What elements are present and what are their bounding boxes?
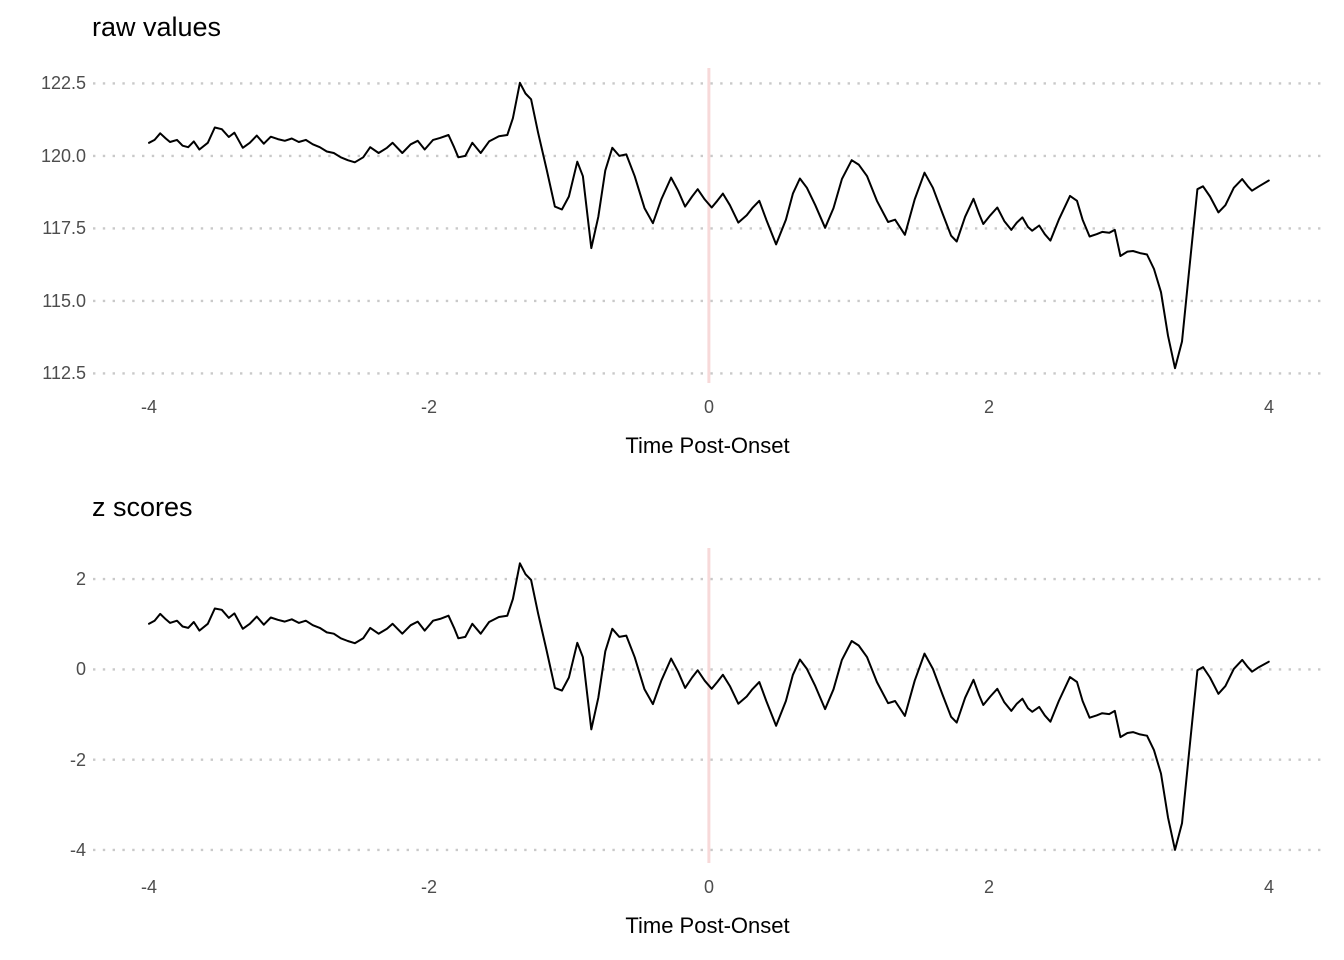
z-scores-chart: z scores 2 0 -2 -4 -4 -2 0 2 4 Time Post-Onset <box>0 480 1344 960</box>
x-axis-tick-labels: -4 -2 0 2 4 <box>140 397 1274 417</box>
y-tick-label: 112.5 <box>42 363 86 383</box>
y-tick-label: 115.0 <box>42 291 86 311</box>
x-tick-label: -4 <box>140 877 157 897</box>
x-axis-title: Time Post-Onset <box>625 433 790 458</box>
x-tick-label: 2 <box>983 397 994 417</box>
chart-title: z scores <box>92 492 193 522</box>
series-line <box>148 81 1270 370</box>
x-tick-label: -2 <box>420 397 437 417</box>
x-tick-label: 2 <box>983 877 994 897</box>
series-line <box>148 562 1270 851</box>
y-tick-label: 117.5 <box>42 218 86 238</box>
x-tick-label: 4 <box>1263 397 1274 417</box>
x-tick-label: -4 <box>140 397 157 417</box>
y-tick-label: 120.0 <box>40 146 86 166</box>
y-tick-label: -4 <box>69 840 86 860</box>
plot-canvas <box>93 548 1322 863</box>
chart-title: raw values <box>92 12 222 42</box>
plot-canvas <box>93 68 1322 383</box>
y-axis-tick-labels: 2 0 -2 -4 <box>0 480 86 960</box>
x-tick-label: 0 <box>703 397 714 417</box>
x-tick-label: -2 <box>420 877 437 897</box>
y-tick-label: 0 <box>75 659 86 679</box>
plot-panel <box>93 68 1322 383</box>
x-axis-tick-labels: -4 -2 0 2 4 <box>0 480 1344 960</box>
x-tick-label: 4 <box>1263 877 1274 897</box>
y-axis-tick-labels: 122.5 120.0 117.5 115.0 112.5 <box>0 0 86 480</box>
x-axis-title: Time Post-Onset <box>625 913 790 938</box>
raw-values-chart: raw values 122.5 120.0 117.5 115.0 112.5 -4-… <box>0 0 1322 480</box>
y-tick-label: 122.5 <box>40 73 86 93</box>
y-tick-label: 2 <box>75 569 86 589</box>
plot-panel <box>93 548 1322 863</box>
y-tick-label: -2 <box>69 750 86 770</box>
x-tick-label: 0 <box>703 877 714 897</box>
